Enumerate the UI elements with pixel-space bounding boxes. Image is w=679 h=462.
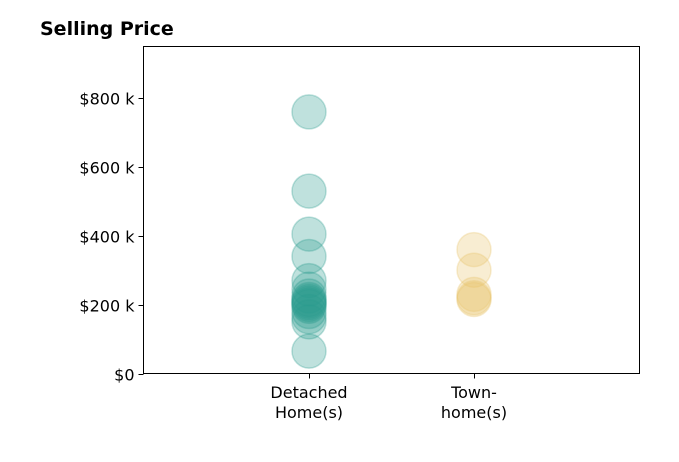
chart-title: Selling Price (40, 18, 174, 40)
data-point (291, 288, 327, 325)
y-axis: $0 $200 k $400 k $600 k $800 k (79, 90, 144, 385)
plot-area-frame (143, 46, 640, 374)
data-point (291, 278, 327, 314)
y-tick-label: $200 k (79, 297, 135, 316)
data-point (291, 238, 327, 275)
data-point (291, 94, 327, 130)
data-point (456, 231, 492, 268)
y-tick-label: $600 k (79, 159, 135, 178)
y-tick-label: $400 k (79, 228, 135, 247)
data-point (291, 173, 327, 209)
x-tick-label: Home(s) (275, 403, 343, 422)
data-point (291, 262, 327, 299)
y-tick-label: $800 k (79, 90, 135, 109)
data-points (291, 94, 492, 369)
data-point (456, 280, 492, 316)
data-point (291, 281, 327, 318)
data-point (291, 285, 327, 321)
data-point (291, 286, 327, 323)
data-point (291, 293, 327, 330)
data-point (291, 216, 327, 252)
data-point (291, 283, 327, 319)
x-tick-label: home(s) (441, 403, 507, 422)
data-point (456, 276, 492, 313)
data-point (456, 252, 492, 288)
data-point (291, 304, 327, 340)
y-tick-label: $0 (114, 366, 134, 385)
data-point (456, 281, 492, 318)
x-tick-label: Town- (450, 383, 497, 402)
data-point (291, 298, 327, 335)
data-point (291, 333, 327, 369)
data-point (291, 271, 327, 307)
x-tick-label: Detached (270, 383, 347, 402)
